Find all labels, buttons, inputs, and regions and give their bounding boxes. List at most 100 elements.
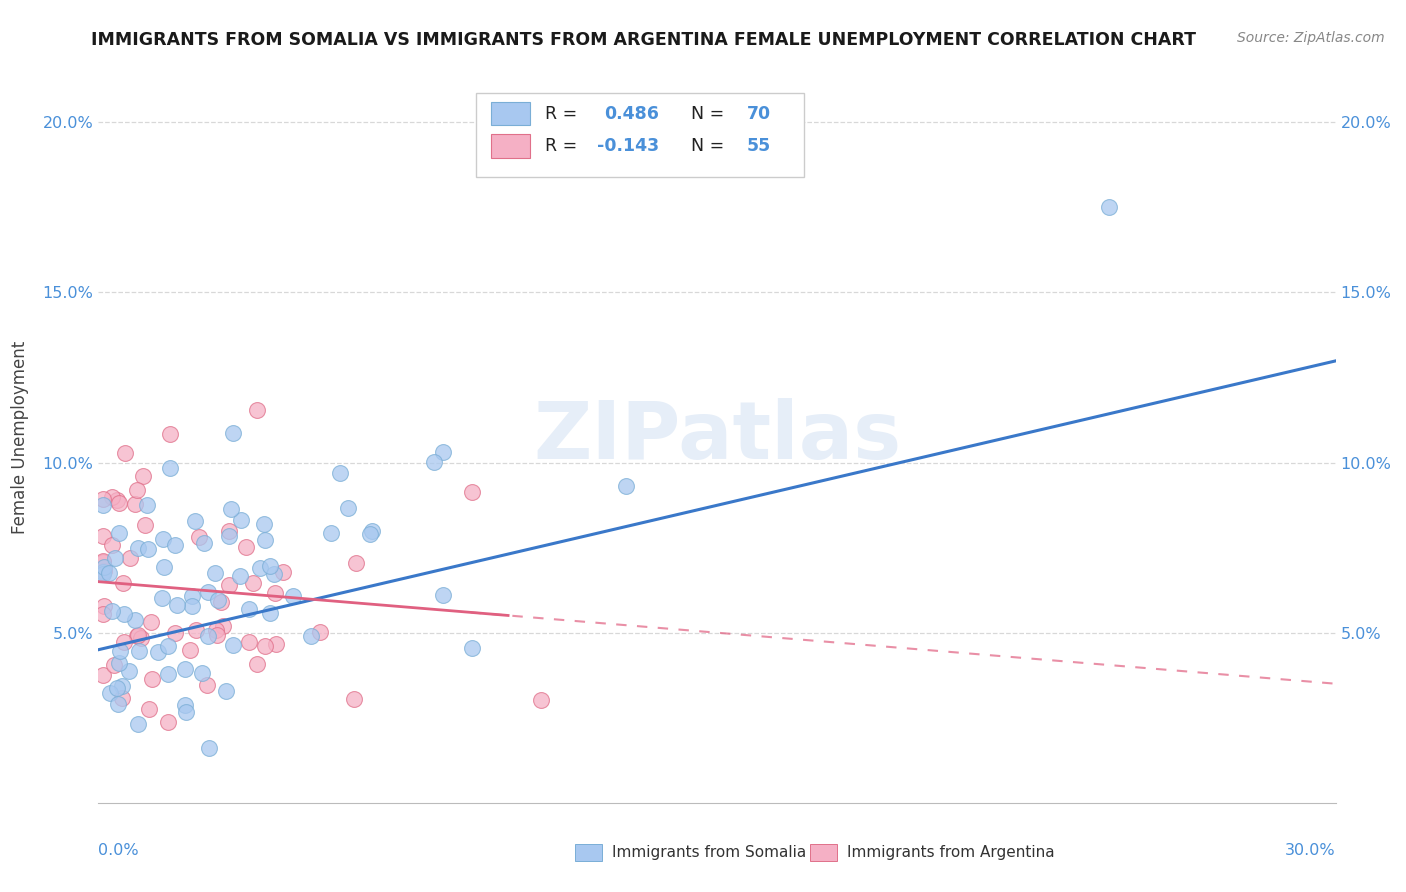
FancyBboxPatch shape bbox=[810, 845, 837, 861]
Point bbox=[98, 685, 121, 699]
Point bbox=[329, 466, 352, 480]
Point bbox=[246, 657, 269, 671]
Point bbox=[163, 625, 186, 640]
Point bbox=[222, 426, 245, 441]
Point bbox=[91, 498, 114, 512]
Point bbox=[422, 455, 444, 469]
Point bbox=[91, 555, 114, 569]
Point bbox=[174, 698, 197, 713]
Point bbox=[112, 576, 135, 591]
Point bbox=[263, 567, 285, 582]
Point bbox=[152, 532, 174, 546]
Point bbox=[138, 702, 160, 716]
Point bbox=[249, 561, 271, 575]
Text: 55: 55 bbox=[747, 137, 770, 155]
Point bbox=[127, 628, 149, 642]
FancyBboxPatch shape bbox=[475, 94, 804, 178]
Point bbox=[111, 679, 134, 693]
Point bbox=[281, 589, 304, 603]
Point bbox=[530, 693, 553, 707]
Point bbox=[218, 524, 240, 539]
Point bbox=[156, 639, 179, 653]
Point bbox=[179, 643, 201, 657]
Point bbox=[108, 644, 131, 658]
Point bbox=[209, 595, 232, 609]
Point bbox=[105, 493, 128, 508]
Text: -0.143: -0.143 bbox=[598, 137, 659, 155]
Point bbox=[107, 656, 129, 670]
Point bbox=[101, 604, 124, 618]
Point bbox=[188, 530, 211, 544]
Text: 30.0%: 30.0% bbox=[1285, 843, 1336, 858]
Point bbox=[91, 529, 114, 543]
Point bbox=[91, 607, 114, 621]
Point bbox=[93, 599, 115, 613]
Point bbox=[114, 446, 136, 460]
FancyBboxPatch shape bbox=[491, 135, 530, 158]
Point bbox=[238, 635, 260, 649]
Point bbox=[174, 662, 197, 676]
Point bbox=[204, 566, 226, 581]
Point bbox=[218, 578, 240, 592]
Text: IMMIGRANTS FROM SOMALIA VS IMMIGRANTS FROM ARGENTINA FEMALE UNEMPLOYMENT CORRELA: IMMIGRANTS FROM SOMALIA VS IMMIGRANTS FR… bbox=[91, 31, 1197, 49]
Point bbox=[105, 681, 128, 695]
Point bbox=[432, 588, 454, 602]
FancyBboxPatch shape bbox=[575, 845, 602, 861]
Point bbox=[91, 491, 114, 506]
Point bbox=[181, 599, 204, 613]
Point bbox=[246, 402, 269, 417]
Point bbox=[259, 606, 281, 620]
Point bbox=[166, 598, 188, 612]
Point bbox=[197, 741, 219, 756]
Point bbox=[197, 584, 219, 599]
Point bbox=[195, 678, 218, 692]
Point bbox=[215, 684, 238, 698]
Point bbox=[205, 628, 228, 642]
Point bbox=[100, 490, 122, 504]
Point bbox=[242, 576, 264, 591]
Point bbox=[253, 533, 276, 548]
Text: R =: R = bbox=[546, 104, 583, 123]
Point bbox=[264, 637, 287, 651]
FancyBboxPatch shape bbox=[491, 102, 530, 126]
Point bbox=[253, 517, 276, 532]
Point bbox=[204, 623, 226, 637]
Point bbox=[264, 586, 287, 600]
Point bbox=[93, 564, 115, 578]
Point bbox=[219, 502, 242, 516]
Point bbox=[229, 513, 252, 527]
Point bbox=[157, 667, 180, 681]
Text: R =: R = bbox=[546, 137, 583, 155]
Point bbox=[107, 697, 129, 711]
Point bbox=[361, 524, 384, 538]
Point bbox=[103, 658, 125, 673]
Point bbox=[159, 461, 181, 475]
Point bbox=[128, 644, 150, 658]
Text: Immigrants from Argentina: Immigrants from Argentina bbox=[846, 845, 1054, 860]
Point bbox=[235, 540, 257, 554]
Point bbox=[156, 714, 179, 729]
Text: N =: N = bbox=[692, 104, 730, 123]
Point bbox=[271, 565, 294, 579]
Point bbox=[118, 551, 141, 566]
Point bbox=[127, 541, 149, 556]
Point bbox=[111, 691, 134, 706]
Point bbox=[139, 615, 162, 629]
Point bbox=[461, 640, 484, 655]
Point bbox=[108, 496, 131, 510]
Point bbox=[336, 500, 359, 515]
Point bbox=[91, 567, 114, 582]
Point bbox=[112, 607, 135, 621]
Point bbox=[344, 557, 367, 571]
Point bbox=[461, 484, 484, 499]
Point bbox=[150, 591, 173, 605]
Y-axis label: Female Unemployment: Female Unemployment bbox=[11, 341, 28, 533]
Point bbox=[319, 525, 342, 540]
Point bbox=[254, 639, 277, 653]
Text: ZIPatlas: ZIPatlas bbox=[533, 398, 901, 476]
Point bbox=[136, 498, 159, 512]
Point bbox=[222, 638, 245, 652]
Point bbox=[118, 665, 141, 679]
Point bbox=[138, 542, 160, 557]
Point bbox=[197, 629, 219, 643]
